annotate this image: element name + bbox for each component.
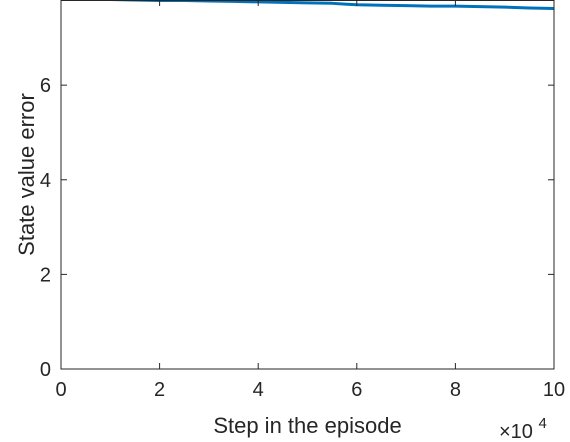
- x-tick-label-4: 8: [450, 379, 461, 401]
- x-tick-label-0: 0: [55, 379, 66, 401]
- plot-area-frame: [60, 0, 555, 370]
- series-line-0: [61, 0, 554, 11]
- x-tick-label-3: 6: [351, 379, 362, 401]
- x-axis-multiplier-exponent: 4: [539, 415, 547, 432]
- y-tick-label-3: 6: [40, 75, 51, 97]
- x-axis-multiplier-base: ×10: [499, 421, 533, 442]
- x-axis-multiplier: ×10 4: [499, 415, 547, 442]
- axis-ticks: [60, 0, 555, 370]
- y-axis-label: State value error: [14, 93, 39, 256]
- axis-tick-labels: 0 2 4 6 8 10 0 2 4 6: [40, 75, 565, 401]
- x-tick-label-1: 2: [154, 379, 165, 401]
- x-tick-label-5: 10: [543, 379, 565, 401]
- x-axis-label: Step in the episode: [213, 413, 401, 438]
- y-tick-label-2: 4: [40, 170, 51, 192]
- y-tick-label-0: 0: [40, 359, 51, 381]
- y-tick-label-1: 2: [40, 264, 51, 286]
- x-tick-label-2: 4: [253, 379, 264, 401]
